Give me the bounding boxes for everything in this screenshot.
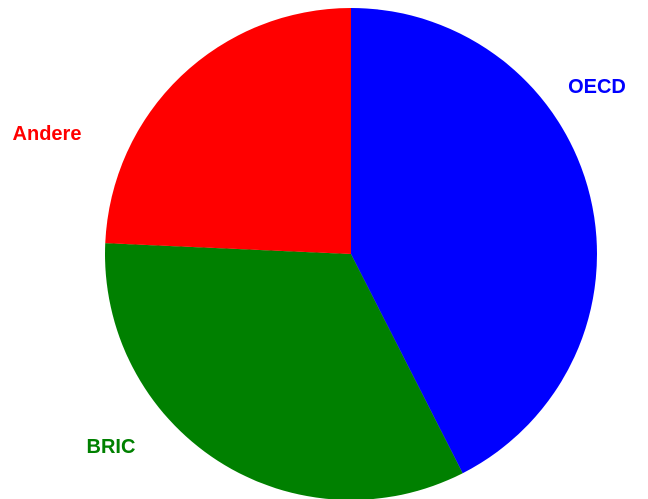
pie-slice-oecd — [351, 8, 598, 474]
slice-label-andere: Andere — [13, 123, 82, 145]
pie-slices — [105, 8, 598, 499]
pie-slice-bric — [105, 243, 463, 499]
pie-slice-andere — [105, 8, 352, 254]
slice-label-bric: BRIC — [87, 436, 136, 458]
slice-label-oecd: OECD — [568, 76, 626, 98]
pie-labels: OECD BRIC Andere — [13, 76, 626, 458]
